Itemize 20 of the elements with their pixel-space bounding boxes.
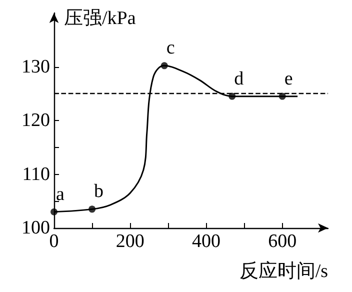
y-tick-label: 100 <box>22 218 50 238</box>
point <box>228 92 236 100</box>
point <box>50 208 58 216</box>
y-axis-title: 压强/kPa <box>64 8 136 29</box>
y-tick-label: 110 <box>22 164 50 185</box>
annotation: c <box>166 38 175 59</box>
annotation: a <box>56 184 65 205</box>
annotation: b <box>94 181 104 202</box>
x-tick-label: 400 <box>192 231 220 252</box>
annotation: d <box>234 68 244 90</box>
point <box>278 92 286 100</box>
x-tick-label: 200 <box>116 231 144 252</box>
point <box>88 206 96 213</box>
point <box>160 62 168 70</box>
x-tick-label: 0 <box>49 231 59 252</box>
x-tick-label: 600 <box>268 231 297 252</box>
x-axis-title: 反应时间/s <box>239 260 328 282</box>
y-tick-label: 130 <box>22 56 50 78</box>
y-tick-label: 120 <box>22 110 50 131</box>
annotation: e <box>284 68 293 90</box>
